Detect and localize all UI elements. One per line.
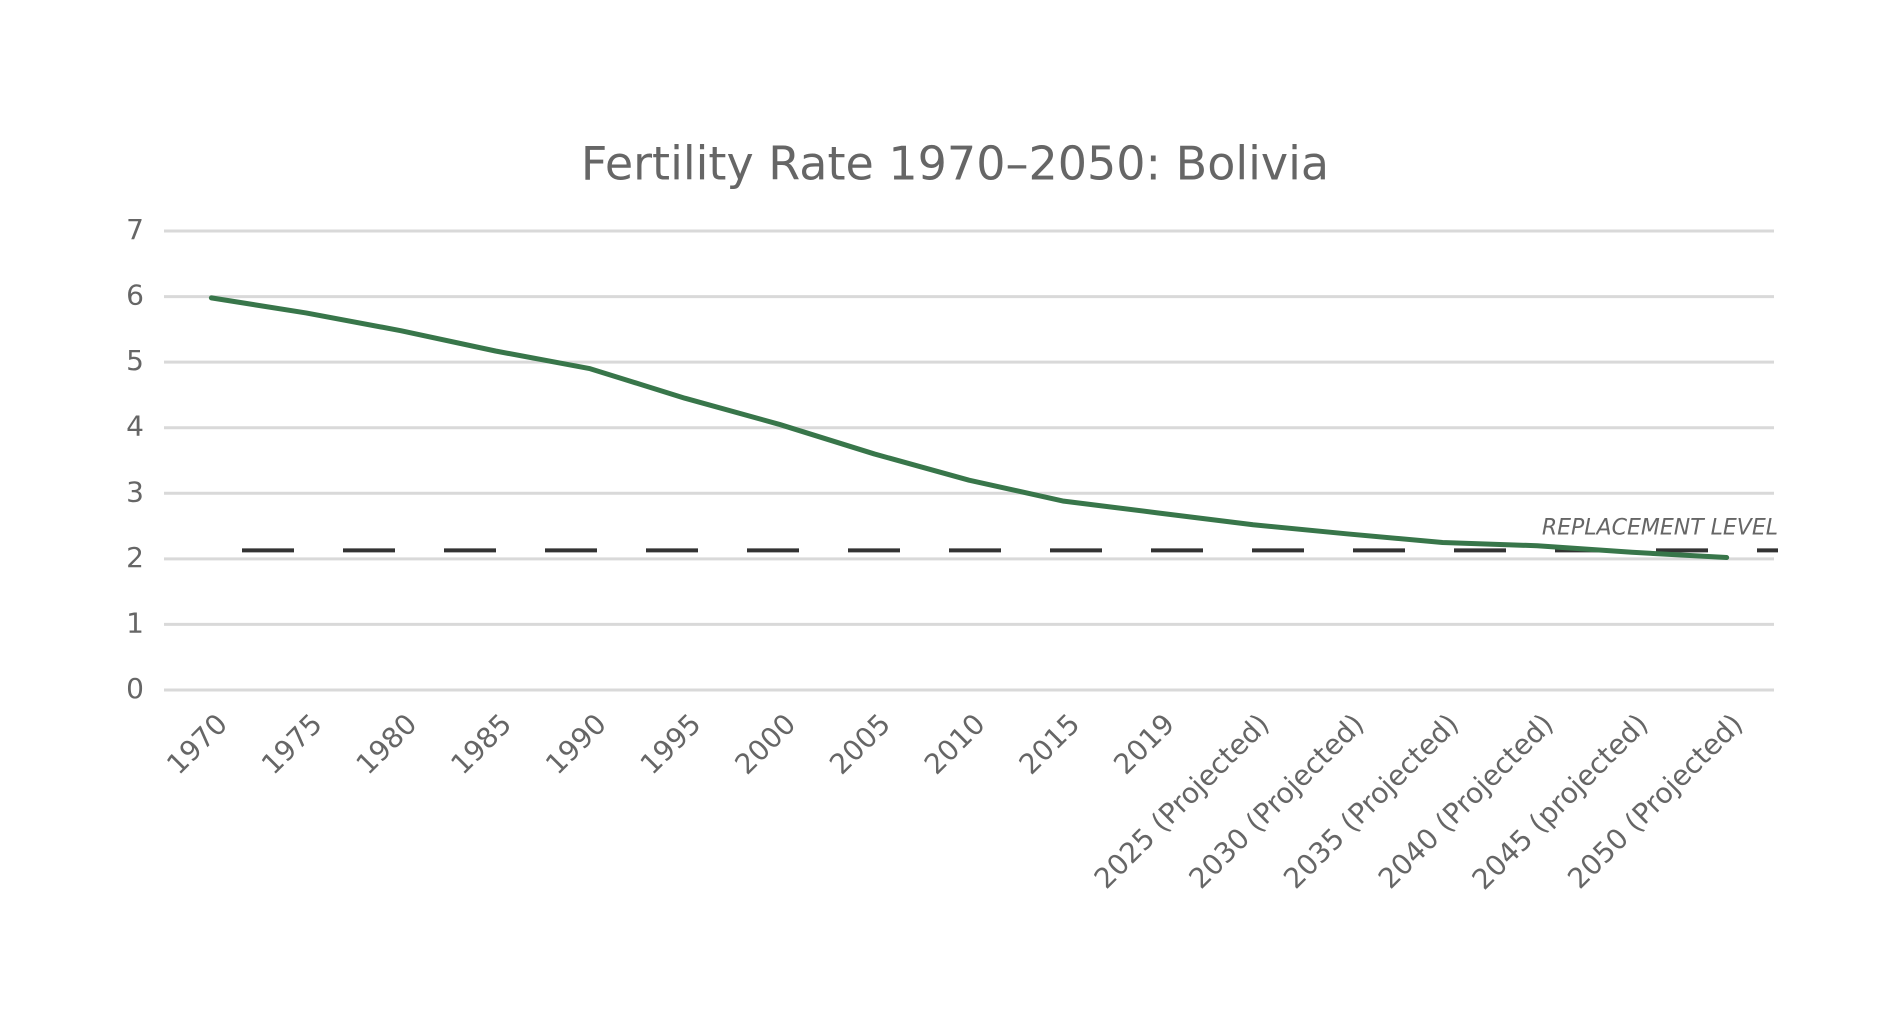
- x-tick-label: 2005: [823, 707, 897, 781]
- x-tick-label: 1990: [539, 707, 613, 781]
- y-tick-label: 3: [126, 475, 144, 508]
- x-tick-label: 2015: [1013, 707, 1087, 781]
- y-tick-label: 6: [126, 279, 144, 312]
- x-tick-label: 2050 (Projected): [1561, 707, 1749, 895]
- x-tick-label: 2035 (Projected): [1277, 707, 1465, 895]
- x-tick-label: 1970: [160, 707, 234, 781]
- chart-title: Fertility Rate 1970–2050: Bolivia: [581, 137, 1329, 191]
- x-tick-label: 2025 (Projected): [1088, 707, 1276, 895]
- x-tick-label: 2040 (Projected): [1372, 707, 1560, 895]
- x-tick-label: 2030 (Projected): [1182, 707, 1370, 895]
- y-tick-label: 0: [126, 672, 144, 705]
- y-tick-label: 1: [126, 606, 144, 639]
- x-tick-label: 1975: [255, 707, 329, 781]
- y-tick-label: 7: [126, 213, 144, 246]
- x-tick-label: 2045 (projected): [1466, 707, 1655, 896]
- x-tick-label: 1985: [444, 707, 518, 781]
- x-tick-label: 2010: [918, 707, 992, 781]
- x-tick-label: 2019: [1107, 707, 1181, 781]
- x-tick-label: 1980: [350, 707, 424, 781]
- y-tick-label: 4: [126, 410, 144, 443]
- x-tick-label: 2000: [728, 707, 802, 781]
- x-tick-label: 1995: [634, 707, 708, 781]
- line: [208, 295, 1730, 561]
- y-tick-label: 2: [126, 541, 144, 574]
- reference-label: REPLACEMENT LEVEL: [1542, 515, 1778, 540]
- y-tick-label: 5: [126, 344, 144, 377]
